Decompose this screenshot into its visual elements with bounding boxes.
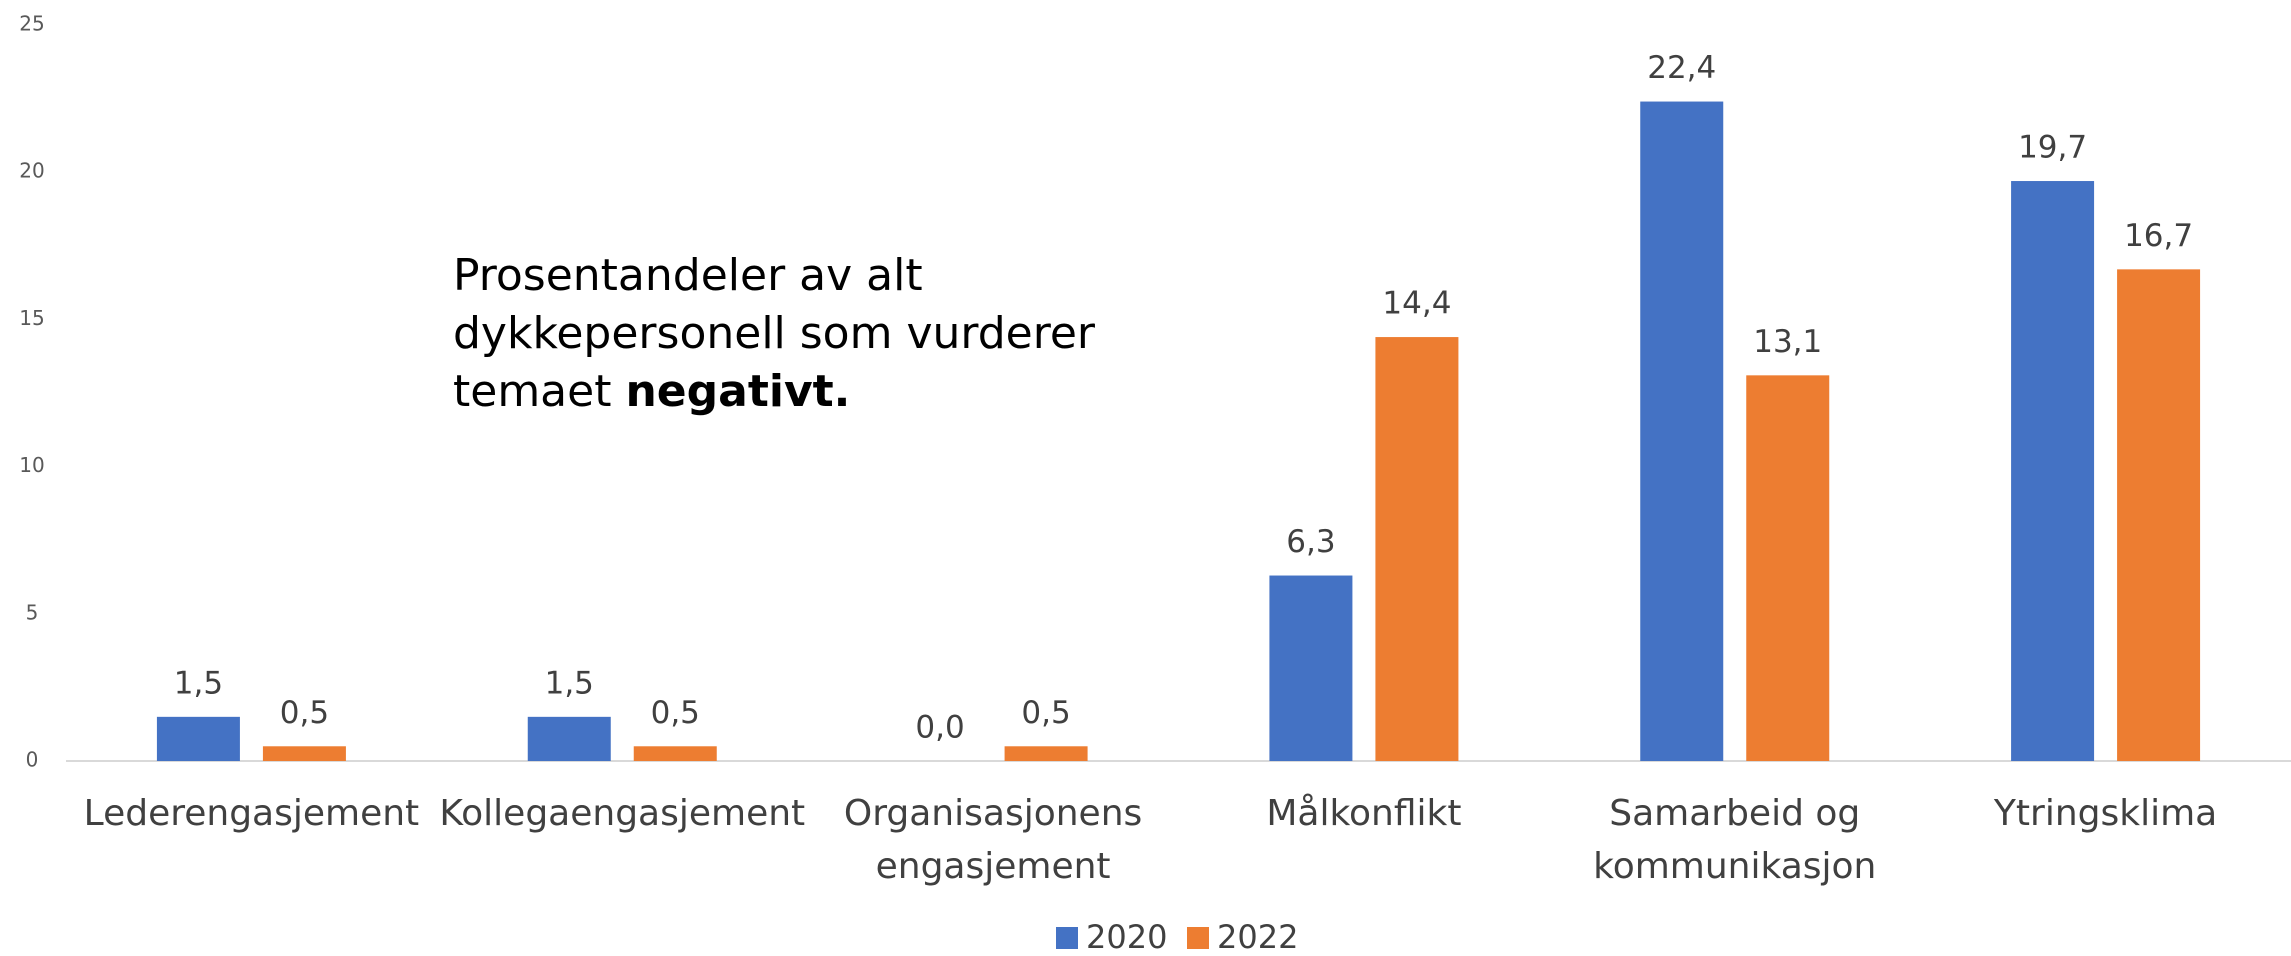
x-tick-label: Samarbeid og [1609, 793, 1860, 834]
bar [633, 746, 717, 761]
annotation: Prosentandeler av alt [453, 250, 923, 301]
bar [1269, 575, 1353, 761]
y-tick-label: 5 [26, 600, 39, 624]
bar [156, 716, 240, 761]
value-label: 1,5 [174, 665, 223, 701]
value-label: 19,7 [2018, 130, 2087, 166]
value-label: 16,7 [2124, 218, 2193, 254]
bar [1746, 375, 1830, 761]
x-tick-label: kommunikasjon [1593, 846, 1876, 887]
legend-swatch [1056, 927, 1078, 949]
bar [1640, 101, 1724, 761]
bar [1375, 337, 1459, 761]
value-label: 6,3 [1286, 524, 1335, 560]
value-label: 0,5 [280, 695, 329, 731]
bar [2011, 181, 2095, 762]
annotation-text: temaet [453, 366, 611, 417]
value-label: 14,4 [1382, 286, 1451, 322]
x-tick-label: Organisasjonens [844, 793, 1142, 834]
x-tick-label: Lederengasjement [84, 793, 420, 834]
bar [527, 716, 611, 761]
bar [2117, 269, 2201, 761]
x-tick-label: Ytringsklima [1993, 793, 2217, 834]
annotation-bold: negativt. [625, 366, 850, 417]
value-label: 13,1 [1753, 324, 1822, 360]
value-label: 22,4 [1647, 50, 1716, 86]
value-label: 0,0 [915, 710, 964, 746]
y-tick-label: 15 [19, 306, 44, 330]
value-label: 1,5 [545, 665, 594, 701]
x-tick-label: engasjement [876, 846, 1111, 887]
y-tick-label: 20 [19, 159, 44, 183]
annotation: dykkepersonell som vurderer [453, 308, 1096, 359]
value-label: 0,5 [1021, 695, 1070, 731]
x-tick-label: Kollegaengasjement [439, 793, 805, 834]
annotation: temaet negativt. [453, 366, 850, 417]
y-tick-label: 25 [19, 12, 44, 36]
legend-label: 2020 [1086, 918, 1167, 956]
bar [1004, 746, 1088, 761]
bar [262, 746, 346, 761]
x-tick-label: Målkonflikt [1266, 793, 1461, 834]
legend-swatch [1187, 927, 1209, 949]
y-tick-label: 10 [19, 453, 44, 477]
value-label: 0,5 [651, 695, 700, 731]
y-tick-label: 0 [26, 748, 39, 772]
legend-label: 2022 [1217, 918, 1298, 956]
